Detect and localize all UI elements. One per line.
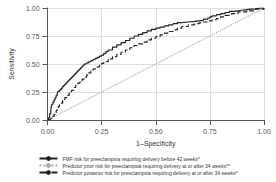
svg-text:0.25: 0.25 — [26, 89, 40, 96]
svg-text:Sensitivity: Sensitivity — [8, 48, 16, 80]
svg-text:0.50: 0.50 — [149, 128, 163, 135]
svg-text:0.75: 0.75 — [203, 128, 217, 135]
svg-text:1–Specificity: 1–Specificity — [136, 140, 176, 148]
svg-text:1.00: 1.00 — [26, 5, 40, 12]
svg-text:0.00: 0.00 — [26, 117, 40, 124]
svg-text:FMF risk for preeclampsia requ: FMF risk for preeclampsia requiring deli… — [62, 156, 199, 162]
svg-text:0.75: 0.75 — [26, 33, 40, 40]
svg-text:0.25: 0.25 — [95, 128, 109, 135]
svg-text:Predictor prior risk for preec: Predictor prior risk for preeclampsia re… — [62, 163, 230, 169]
svg-text:1.00: 1.00 — [257, 128, 271, 135]
svg-text:0.50: 0.50 — [26, 61, 40, 68]
svg-text:Predictor posterior risk for p: Predictor posterior risk for preeclampsi… — [62, 170, 237, 176]
svg-text:0.00: 0.00 — [41, 128, 55, 135]
